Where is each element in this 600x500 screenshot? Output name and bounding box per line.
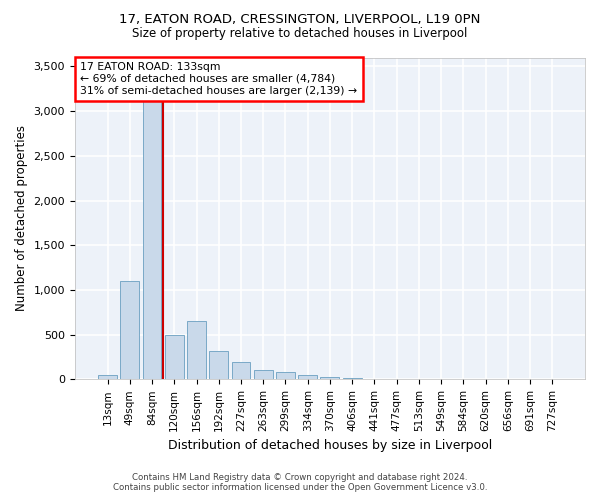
Bar: [343, 378, 362, 380]
Bar: [187, 321, 206, 380]
Bar: [254, 370, 272, 380]
Bar: [209, 350, 228, 380]
Bar: [276, 372, 295, 380]
Bar: [365, 378, 384, 380]
Text: 17, EATON ROAD, CRESSINGTON, LIVERPOOL, L19 0PN: 17, EATON ROAD, CRESSINGTON, LIVERPOOL, …: [119, 12, 481, 26]
Bar: [165, 334, 184, 380]
Bar: [298, 375, 317, 380]
Y-axis label: Number of detached properties: Number of detached properties: [15, 126, 28, 312]
Text: Contains HM Land Registry data © Crown copyright and database right 2024.
Contai: Contains HM Land Registry data © Crown c…: [113, 473, 487, 492]
X-axis label: Distribution of detached houses by size in Liverpool: Distribution of detached houses by size …: [168, 440, 492, 452]
Text: 17 EATON ROAD: 133sqm
← 69% of detached houses are smaller (4,784)
31% of semi-d: 17 EATON ROAD: 133sqm ← 69% of detached …: [80, 62, 357, 96]
Bar: [320, 377, 340, 380]
Bar: [121, 281, 139, 380]
Text: Size of property relative to detached houses in Liverpool: Size of property relative to detached ho…: [133, 28, 467, 40]
Bar: [98, 375, 117, 380]
Bar: [232, 362, 250, 380]
Bar: [143, 80, 161, 380]
